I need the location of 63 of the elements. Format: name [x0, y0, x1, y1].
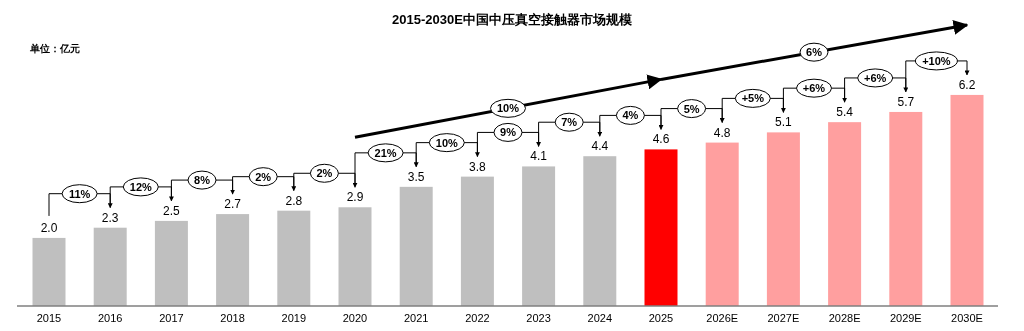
growth-connector: 5% [660, 99, 725, 128]
bar [93, 227, 127, 306]
x-tick-label: 2030E [951, 312, 983, 324]
growth-connector: 2% [293, 163, 358, 190]
x-tick-label: 2025 [648, 312, 674, 324]
x-tick-label: 2020 [342, 312, 368, 324]
chart-title: 2015-2030E中国中压真空接触器市场规模 [392, 12, 632, 27]
bar [828, 122, 862, 306]
annotation: +5% [741, 92, 765, 105]
bar [889, 111, 923, 306]
annotation: 5% [683, 102, 700, 115]
data-label: 2.8 [285, 193, 303, 208]
growth-connector: 2% [232, 167, 297, 193]
x-tick-label: 2022 [465, 312, 490, 324]
x-tick-label: 2029E [889, 312, 922, 324]
bar [154, 220, 188, 306]
annotation: 8% [194, 174, 211, 187]
x-tick-label: 2015 [36, 312, 62, 324]
annotation: 10% [496, 102, 520, 115]
x-tick-label: 2019 [281, 312, 307, 324]
bar [766, 132, 800, 306]
data-label: 4.1 [530, 149, 548, 164]
growth-connector: 12% [109, 177, 174, 207]
growth-connector: 8% [170, 170, 236, 200]
bar [705, 142, 739, 306]
x-tick-label: 2026E [706, 312, 739, 324]
annotation: 11% [68, 187, 91, 200]
data-label: 3.5 [407, 169, 425, 184]
x-tick-label: 2028E [828, 312, 861, 324]
x-tick-label: 2016 [97, 312, 123, 324]
annotation: 2% [255, 170, 272, 183]
data-label: 5.1 [775, 115, 793, 130]
annotation: 21% [374, 146, 397, 159]
annotation: 7% [561, 116, 578, 129]
bar [399, 186, 433, 306]
bar [277, 210, 311, 306]
x-tick-label: 2018 [220, 312, 245, 324]
bar [583, 156, 617, 306]
annotation: 4% [622, 109, 639, 122]
bar [950, 94, 984, 306]
growth-connector: 4% [599, 105, 664, 135]
data-label: 4.8 [713, 125, 731, 140]
data-label: 2.9 [346, 190, 364, 205]
bar [338, 207, 372, 306]
bar [522, 166, 556, 306]
data-label: 2.7 [224, 197, 242, 212]
x-tick-label: 2021 [403, 312, 429, 324]
annotation: 2% [316, 167, 333, 180]
data-label: 2.0 [40, 220, 58, 235]
bar [644, 149, 678, 306]
bar [460, 176, 494, 306]
annotation: 12% [129, 180, 153, 193]
data-label: 6.2 [958, 77, 976, 92]
annotation: 9% [500, 126, 517, 139]
x-tick-label: 2027E [767, 312, 800, 324]
x-tick-label: 2024 [587, 312, 613, 324]
text: 单位：亿元 [29, 43, 80, 54]
bar [216, 214, 250, 306]
bar [32, 237, 66, 306]
data-label: 4.6 [652, 132, 670, 147]
x-tick-label: 2017 [159, 312, 184, 324]
annotation: 10% [435, 136, 459, 149]
x-tick-label: 2023 [526, 312, 551, 324]
